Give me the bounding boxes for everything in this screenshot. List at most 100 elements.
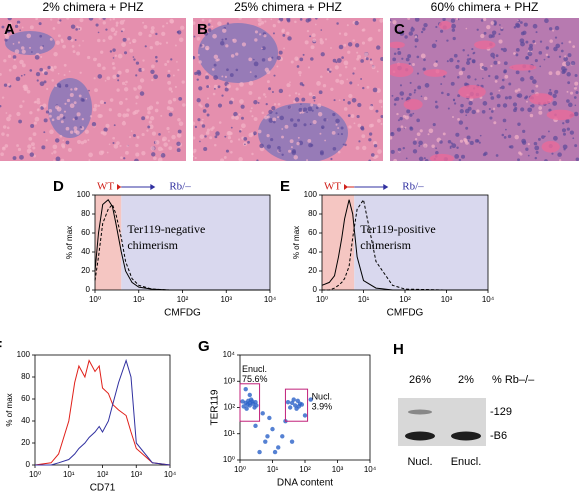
cell <box>539 65 542 68</box>
cell <box>552 101 558 106</box>
cell <box>39 46 44 50</box>
x-tick-label: 10² <box>399 295 411 304</box>
cell <box>193 35 196 38</box>
cell <box>57 20 61 25</box>
cell <box>525 56 529 60</box>
cell <box>286 83 291 88</box>
cell <box>75 87 78 90</box>
cell <box>528 46 534 52</box>
cell <box>212 92 216 96</box>
cell <box>329 68 332 71</box>
cell <box>480 19 484 22</box>
cell <box>323 118 327 122</box>
cell <box>357 54 361 59</box>
cell <box>373 144 378 148</box>
cell <box>376 45 381 50</box>
cell <box>112 74 117 79</box>
cell <box>53 52 58 57</box>
cell <box>166 22 169 25</box>
cell <box>36 18 39 20</box>
x-tick-label: 10⁴ <box>264 295 277 304</box>
cell <box>266 80 270 84</box>
cell <box>132 40 135 44</box>
cell <box>335 78 340 83</box>
cell <box>423 22 428 28</box>
cell <box>283 47 286 50</box>
cell <box>548 71 553 76</box>
cell <box>404 35 408 39</box>
cell <box>502 103 508 108</box>
cell <box>51 152 54 155</box>
cell <box>347 42 353 47</box>
cell <box>361 134 366 139</box>
cell <box>370 153 375 157</box>
cell <box>544 159 548 161</box>
cell <box>102 66 106 71</box>
x-axis-label: CMFDG <box>387 308 424 319</box>
cell <box>167 99 173 105</box>
cell <box>224 135 227 138</box>
x-tick-label: 10² <box>177 295 189 304</box>
gate-percent: 3.9% <box>312 402 333 412</box>
cell <box>226 130 232 136</box>
cell <box>116 88 120 92</box>
cell <box>12 64 17 70</box>
rb-arrowhead <box>150 184 156 190</box>
cell <box>489 116 493 120</box>
cell <box>45 139 48 142</box>
cell <box>264 95 267 98</box>
cell <box>174 44 177 47</box>
cell <box>164 62 168 66</box>
cell <box>340 133 343 136</box>
cell <box>13 58 16 61</box>
cell <box>469 140 474 145</box>
cell <box>225 149 229 153</box>
cell <box>390 149 395 154</box>
cell <box>162 25 165 28</box>
panel-letter: B <box>197 21 208 38</box>
x-tick-label: 10⁰ <box>29 470 41 479</box>
panel-title: 60% chimera + PHZ <box>431 0 539 14</box>
cell <box>554 36 558 39</box>
cell <box>271 90 274 93</box>
cell <box>548 130 550 133</box>
cell <box>35 72 41 77</box>
band-129 <box>408 409 432 415</box>
cell <box>240 104 245 109</box>
cell <box>406 109 411 114</box>
cell <box>457 75 460 79</box>
cell <box>233 111 238 117</box>
cell <box>72 50 76 54</box>
cell <box>414 137 418 141</box>
cell <box>319 150 324 155</box>
cell <box>482 152 487 157</box>
cell <box>18 119 22 124</box>
cell <box>434 100 438 104</box>
cell <box>544 18 549 24</box>
cell <box>113 144 119 149</box>
cell <box>302 109 305 113</box>
cell <box>348 93 353 99</box>
cell <box>12 43 15 45</box>
cell <box>465 126 469 130</box>
cell <box>265 102 268 106</box>
cell <box>371 65 376 70</box>
cell <box>138 31 143 36</box>
x-tick-label: 10³ <box>441 295 453 304</box>
cell <box>97 113 102 119</box>
cell <box>180 25 185 30</box>
cell <box>273 103 277 106</box>
cell <box>493 121 497 125</box>
cell <box>413 91 416 94</box>
cell <box>109 18 112 21</box>
cell <box>178 121 184 127</box>
cell <box>447 107 450 110</box>
cell <box>450 142 453 145</box>
gate-label: Enucl. <box>242 364 267 374</box>
cell <box>17 147 22 152</box>
cell <box>54 84 58 88</box>
cell <box>63 73 66 76</box>
panel-letter: H <box>393 341 404 358</box>
cell <box>440 83 443 86</box>
point <box>280 434 285 439</box>
